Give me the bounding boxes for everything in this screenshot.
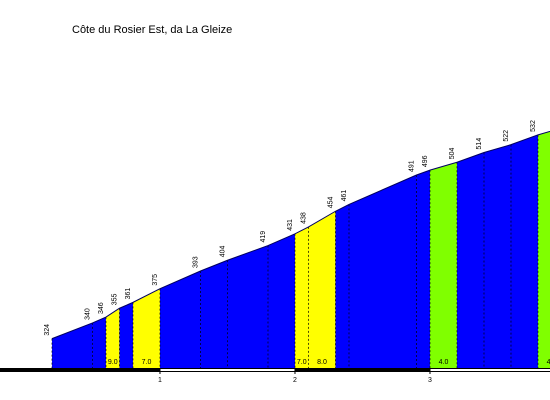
elevation-label: 340	[84, 308, 91, 320]
axis-band	[159, 369, 295, 371]
profile-segment	[267, 233, 295, 368]
elevation-label: 393	[192, 256, 199, 268]
profile-segment	[51, 322, 93, 368]
x-tick-label: 1	[158, 377, 162, 384]
profile-segment	[294, 226, 309, 368]
elevation-label: 419	[260, 231, 267, 243]
chart-title: Côte du Rosier Est, da La Gleize	[72, 24, 232, 36]
elevation-label: 355	[111, 293, 118, 305]
grade-label: 7.0	[142, 359, 152, 366]
elevation-label: 491	[408, 160, 415, 172]
elevation-label: 346	[98, 302, 105, 314]
grade-label: 4.0	[547, 359, 550, 366]
profile-segment	[429, 162, 457, 368]
elevation-label: 504	[449, 147, 456, 159]
elevation-label: 404	[219, 245, 226, 257]
profile-segment	[456, 152, 484, 368]
profile-segment	[200, 260, 228, 368]
grade-label: 8.0	[317, 359, 327, 366]
profile-segment	[92, 317, 106, 368]
elevation-label: 514	[476, 138, 483, 150]
grade-label: 9.0	[108, 359, 118, 366]
profile-line	[51, 130, 550, 340]
profile-segment	[132, 288, 160, 368]
elevation-label: 522	[503, 130, 510, 142]
profile-segment	[335, 204, 349, 368]
profile-segment	[105, 308, 120, 368]
profile-segment	[159, 271, 201, 368]
x-tick-label: 2	[293, 377, 297, 384]
profile-segment	[483, 144, 511, 368]
elevation-label: 431	[287, 219, 294, 231]
grade-label: 4.0	[439, 359, 449, 366]
elevation-label: 461	[341, 190, 348, 202]
profile-segment	[308, 211, 336, 368]
grade-label: 7.0	[297, 359, 307, 366]
elevation-label: 324	[44, 324, 51, 336]
elevation-label: 454	[327, 196, 334, 208]
x-tick-label: 3	[428, 377, 432, 384]
profile-segment	[227, 245, 268, 368]
profile-segment	[119, 302, 133, 368]
profile-segment	[537, 131, 550, 368]
elevation-label: 438	[300, 212, 307, 224]
profile-segment	[510, 134, 538, 368]
profile-segment	[416, 170, 430, 368]
elevation-label: 496	[422, 155, 429, 167]
elevation-label: 532	[530, 120, 537, 132]
elevation-label: 375	[152, 274, 159, 286]
axis-band	[429, 369, 550, 371]
profile-segment	[348, 175, 417, 368]
elevation-label: 361	[125, 288, 132, 300]
